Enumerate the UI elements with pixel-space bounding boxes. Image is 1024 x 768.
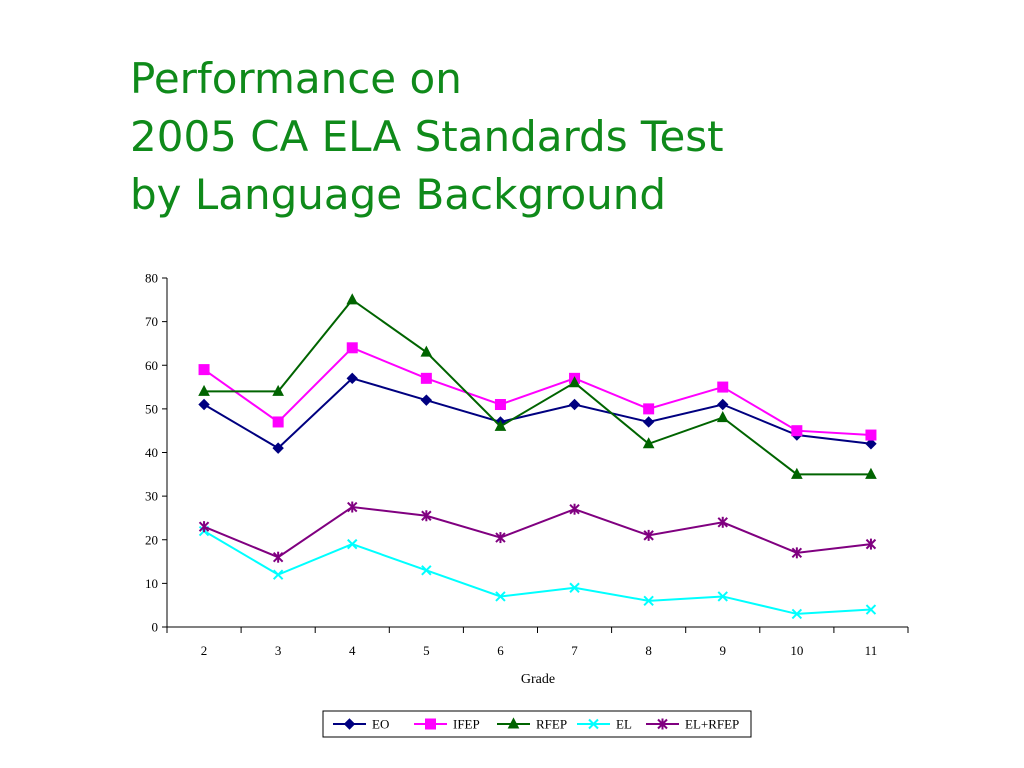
- data-point-ifep: [791, 425, 803, 437]
- data-point-ifep: [272, 416, 284, 428]
- series-rfep: [198, 293, 877, 479]
- data-point-el: [791, 608, 803, 620]
- legend-marker: [588, 718, 599, 730]
- data-point-ifep: [198, 364, 210, 376]
- y-tick-label: 70: [145, 314, 158, 329]
- series-el: [198, 525, 877, 620]
- legend-box: [322, 710, 752, 738]
- data-point-el: [569, 582, 580, 593]
- x-tick-label: 8: [645, 643, 652, 658]
- legend-entry-el: EL: [577, 717, 632, 732]
- legend-entry-rfep: RFEP: [497, 717, 567, 732]
- data-point-el-rfep: [198, 521, 210, 533]
- data-point-ifep: [494, 399, 506, 411]
- y-tick-label: 60: [145, 358, 158, 373]
- data-point-el: [495, 591, 506, 602]
- data-point-el-rfep: [495, 532, 506, 544]
- legend-label-el-rfep: EL+RFEP: [685, 717, 739, 732]
- series-eo: [198, 372, 877, 454]
- x-tick-label: 9: [720, 643, 727, 658]
- chart-title-line-1: Performance on: [130, 54, 462, 103]
- x-tick-label: 6: [497, 643, 504, 658]
- series-line-eo: [203, 377, 872, 450]
- legend-marker: [507, 717, 520, 729]
- data-point-ifep: [643, 403, 655, 415]
- chart-title-line-2: 2005 CA ELA Standards Test: [130, 112, 724, 161]
- y-tick-label: 10: [145, 576, 158, 591]
- data-point-el-rfep: [272, 551, 284, 563]
- legend-label-eo: EO: [372, 717, 389, 732]
- data-point-ifep: [346, 342, 358, 354]
- y-tick-label: 50: [145, 401, 158, 416]
- legend-marker: [343, 718, 356, 730]
- data-point-ifep: [420, 372, 432, 384]
- y-tick-label: 30: [145, 489, 158, 504]
- x-tick-label: 4: [349, 643, 356, 658]
- data-point-ifep: [717, 381, 729, 393]
- legend-label-el: EL: [616, 717, 632, 732]
- y-tick-label: 40: [145, 445, 158, 460]
- y-tick-label: 0: [152, 620, 159, 635]
- data-point-eo: [865, 438, 877, 450]
- x-tick-label: 11: [865, 643, 878, 658]
- legend-label-ifep: IFEP: [453, 717, 480, 732]
- x-tick-label: 5: [423, 643, 430, 658]
- data-point-el-rfep: [569, 503, 580, 515]
- data-point-el-rfep: [643, 529, 654, 541]
- chart-title: Performance on 2005 CA ELA Standards Tes…: [130, 50, 724, 224]
- data-point-ifep: [865, 429, 877, 441]
- data-point-eo: [568, 398, 581, 411]
- data-point-rfep: [272, 384, 284, 396]
- legend-label-rfep: RFEP: [536, 717, 567, 732]
- series-el-rfep: [198, 501, 877, 563]
- legend-entry-el-rfep: EL+RFEP: [646, 717, 739, 732]
- data-point-el: [865, 604, 877, 615]
- data-point-el: [347, 538, 358, 550]
- legend-marker: [425, 718, 436, 730]
- data-point-eo: [198, 398, 210, 411]
- data-point-rfep: [420, 345, 433, 357]
- data-point-rfep: [494, 419, 507, 431]
- data-point-el: [421, 565, 432, 576]
- data-point-rfep: [568, 376, 581, 388]
- data-point-eo: [642, 416, 655, 428]
- data-point-eo: [272, 442, 284, 454]
- data-point-el-rfep: [347, 501, 358, 513]
- series-line-ifep: [203, 346, 872, 437]
- x-tick-label: 3: [275, 643, 282, 658]
- chart-axes: 0 10 20 30 40 50 60 70 80 2 3 4 5 6 7 8 9 10 11: [145, 271, 909, 658]
- data-point-eo: [420, 394, 433, 406]
- data-point-el-rfep: [865, 538, 877, 550]
- legend-entry-eo: EO: [333, 717, 389, 732]
- data-point-el: [643, 595, 654, 607]
- y-tick-label: 80: [145, 271, 158, 286]
- data-point-rfep: [716, 411, 729, 423]
- data-point-rfep: [642, 437, 655, 449]
- series-line-rfep: [204, 298, 871, 476]
- chart-legend: EO IFEP RFEP EL EL+RFEP: [322, 710, 752, 738]
- data-point-el: [717, 591, 728, 602]
- data-point-eo: [717, 398, 729, 411]
- data-point-el: [272, 569, 284, 580]
- x-tick-label: 10: [790, 643, 803, 658]
- data-point-rfep: [865, 467, 877, 479]
- data-point-el-rfep: [421, 510, 432, 522]
- data-point-rfep: [346, 293, 359, 305]
- chart-title-line-3: by Language Background: [130, 170, 667, 219]
- data-point-eo: [346, 372, 358, 385]
- data-point-el-rfep: [717, 516, 728, 528]
- y-tick-label: 20: [145, 532, 158, 547]
- series-line-el: [203, 530, 872, 615]
- data-point-rfep: [198, 384, 210, 396]
- chart-series-layer: [198, 293, 877, 620]
- data-point-rfep: [791, 467, 803, 479]
- x-tick-label: 2: [201, 643, 208, 658]
- x-tick-label: 7: [571, 643, 578, 658]
- legend-entry-ifep: IFEP: [414, 717, 480, 732]
- legend-marker: [657, 718, 668, 730]
- series-line-el-rfep: [203, 505, 872, 559]
- data-point-el-rfep: [791, 547, 803, 559]
- x-axis-label: Grade: [521, 672, 555, 687]
